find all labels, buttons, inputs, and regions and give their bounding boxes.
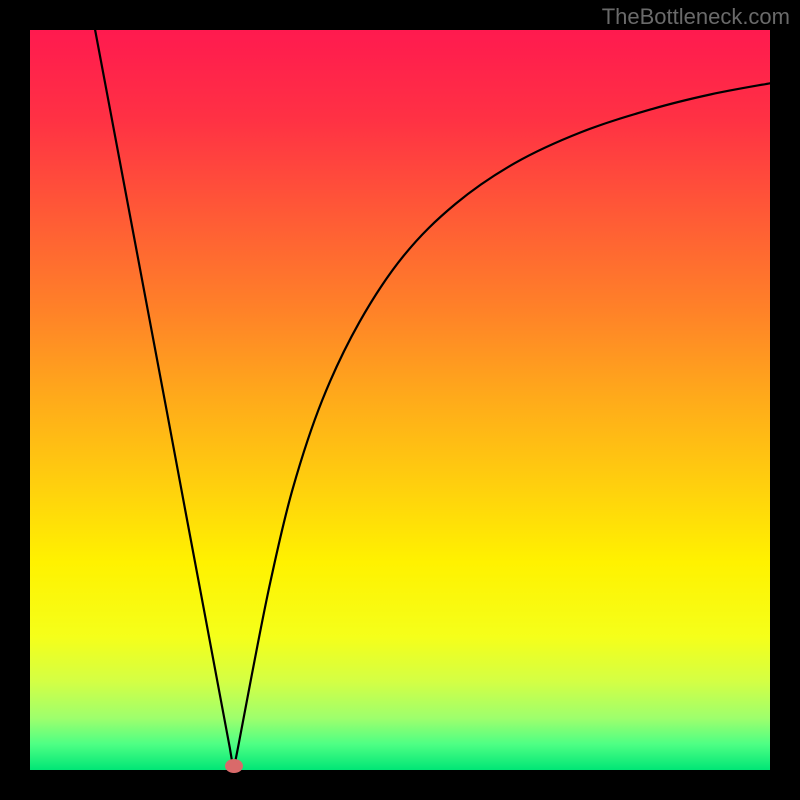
plot-area (30, 30, 770, 770)
minimum-marker (225, 759, 243, 773)
bottleneck-curve (30, 30, 770, 770)
chart-container: TheBottleneck.com (0, 0, 800, 800)
watermark-text: TheBottleneck.com (602, 4, 790, 30)
